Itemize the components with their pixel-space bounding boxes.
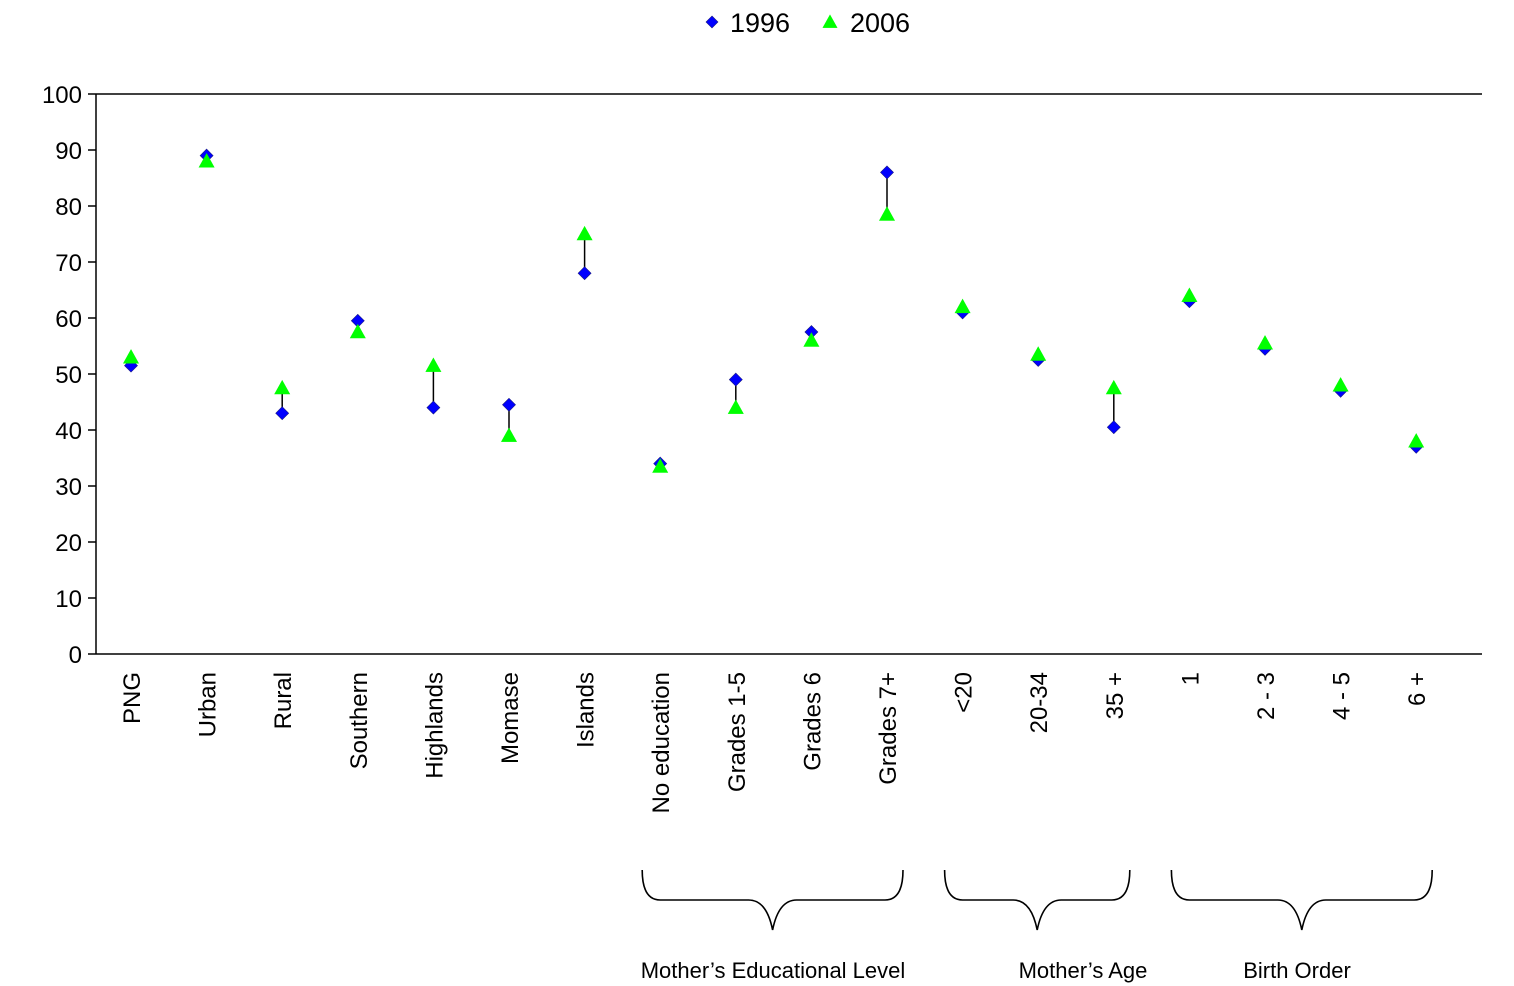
x-tick-label: PNG [119, 672, 146, 724]
point-1996-8 [728, 372, 743, 387]
x-tick-label: No education [648, 672, 675, 813]
x-tick-label: Grades 6 [799, 672, 826, 771]
category-labels: PNG Urban Rural Southern Highlands Momase Isla… [119, 672, 1431, 813]
legend-marker [822, 14, 838, 28]
y-tick-label: 20 [55, 530, 82, 557]
data-marks [122, 148, 1425, 473]
connector-lines [130, 155, 1417, 467]
y-tick-label: 30 [55, 474, 82, 501]
point-2006-13 [1105, 379, 1122, 395]
legend: 1996 2006 [705, 8, 910, 38]
x-tick-label: 20-34 [1026, 672, 1053, 733]
point-2006-11 [954, 298, 971, 314]
x-tick-label: 1 [1177, 672, 1204, 685]
point-2006-0 [122, 349, 140, 364]
axes: 0 10 20 30 40 50 60 70 80 90 100 [42, 82, 1482, 669]
point-2006-17 [1408, 433, 1425, 448]
x-tick-label: Urban [195, 672, 222, 737]
legend-label: 2006 [850, 8, 910, 38]
y-tick-label: 10 [55, 586, 82, 613]
point-2006-14 [1181, 287, 1198, 302]
group-brace [641, 869, 904, 931]
point-2006-3 [349, 323, 366, 339]
x-tick-label: 4 - 5 [1329, 672, 1356, 720]
x-tick-label: Grades 7+ [875, 672, 902, 785]
y-tick-label: 90 [55, 138, 82, 165]
x-tick-label: Momase [497, 672, 524, 764]
y-tick-label: 70 [55, 250, 82, 277]
point-2006-5 [500, 427, 518, 442]
point-2006-12 [1030, 346, 1047, 361]
point-2006-2 [274, 379, 291, 395]
group-label: Mother’s Age [1019, 958, 1148, 983]
group-label: Birth Order [1243, 958, 1351, 983]
point-1996-6 [577, 266, 592, 281]
x-tick-label: Grades 1-5 [724, 672, 751, 792]
point-2006-10 [878, 206, 896, 221]
point-1996-4 [426, 400, 441, 415]
point-1996-10 [880, 165, 894, 180]
x-tick-label: Highlands [421, 672, 448, 779]
y-tick-label: 40 [55, 418, 82, 445]
x-tick-label: 35 + [1102, 672, 1129, 719]
group-brackets: Mother’s Educational Level Mother’s Age Bi… [641, 869, 1433, 983]
x-tick-label: 2 - 3 [1253, 672, 1280, 720]
point-2006-4 [425, 357, 442, 372]
x-tick-label: Southern [346, 672, 373, 769]
point-2006-15 [1256, 335, 1274, 350]
point-1996-13 [1106, 420, 1121, 435]
point-2006-9 [803, 332, 820, 347]
legend-label: 1996 [730, 8, 790, 38]
group-brace [1170, 869, 1433, 931]
y-tick-label: 80 [55, 194, 82, 221]
x-tick-label: <20 [951, 672, 978, 713]
point-1996-5 [502, 397, 516, 412]
y-tick-label: 0 [69, 642, 82, 669]
x-tick-label: Rural [270, 672, 297, 729]
point-2006-7 [652, 458, 669, 473]
y-tick-label: 50 [55, 362, 82, 389]
point-2006-8 [727, 399, 744, 414]
point-2006-16 [1332, 377, 1349, 392]
x-tick-label: 6 + [1404, 672, 1431, 706]
point-2006-6 [576, 225, 593, 241]
legend-marker [705, 15, 719, 29]
y-tick-label: 100 [42, 82, 82, 109]
y-tick-label: 60 [55, 306, 82, 333]
group-label: Mother’s Educational Level [641, 958, 906, 983]
group-brace [943, 869, 1131, 931]
point-1996-2 [275, 406, 290, 421]
point-2006-1 [198, 153, 215, 168]
x-tick-label: Islands [573, 672, 600, 748]
